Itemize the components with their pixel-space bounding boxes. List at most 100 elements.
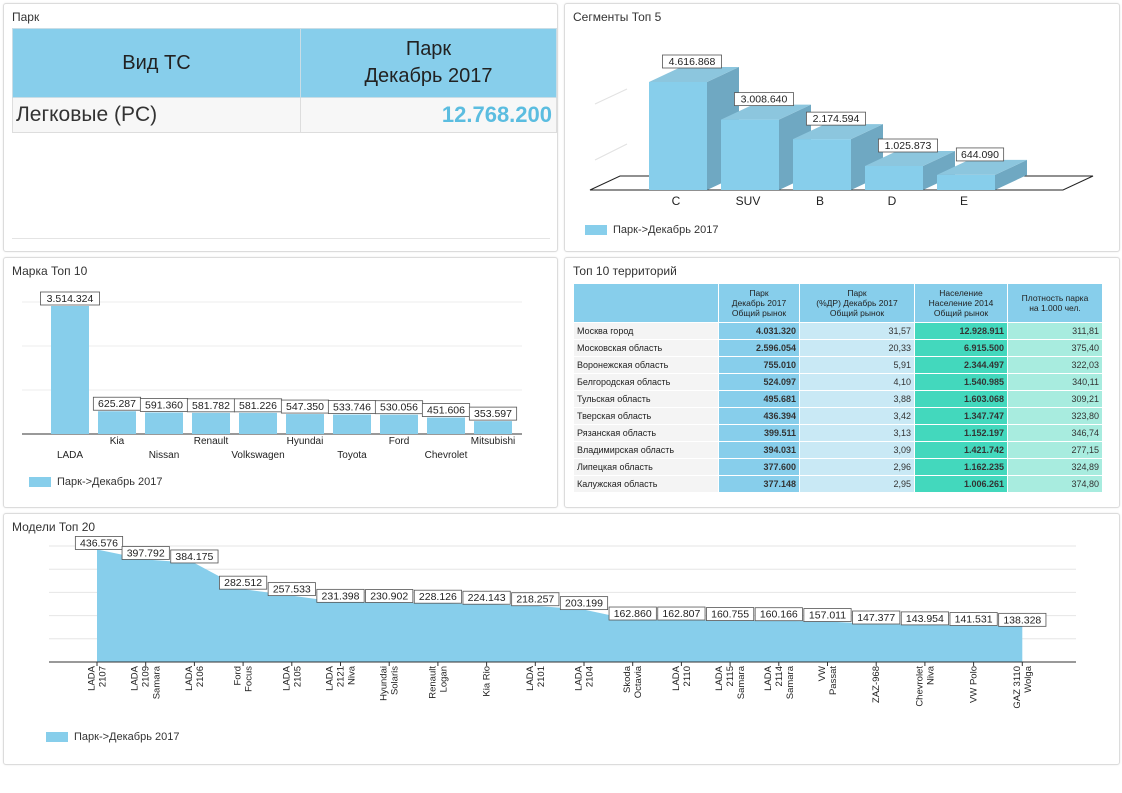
models-point-label-box — [852, 610, 901, 625]
models-point-label-box — [121, 546, 170, 560]
brands-bar-label: 353.597 — [474, 408, 512, 420]
territories-cell-park: 399.511 — [718, 424, 800, 442]
models-tick-label: LADA 2106 — [184, 665, 206, 690]
territories-cell-name: Москва город — [573, 322, 719, 340]
brands-bar — [51, 306, 89, 434]
territories-header-pct-line2: (%ДР) Декабрь 2017 — [816, 298, 898, 308]
brands-legend-swatch — [29, 477, 51, 487]
territories-cell-name: Рязанская область — [573, 424, 719, 442]
brands-bar-label-box — [468, 406, 518, 421]
models-tick-label-line: LADA — [574, 665, 585, 690]
models-panel: Модели Топ 20 436.576 LADA 2107 397.792 LADA… — [3, 513, 1120, 765]
models-tick-label-line: 2114 — [774, 666, 785, 686]
territories-cell-density: 340,11 — [1007, 373, 1103, 391]
territories-cell-pct: 3,42 — [799, 407, 915, 425]
models-point-label-box — [511, 592, 560, 607]
models-tick-label: LADA 2121 Niva — [325, 665, 358, 691]
segments-bar-top — [793, 124, 883, 140]
territories-table: Парк Декабрь 2017 Общий рынок Парк (%ДР)… — [573, 283, 1103, 493]
models-point-label-box — [316, 588, 365, 603]
territories-header-density: Плотность парка на 1.000 чел. — [1007, 283, 1103, 323]
models-point-label-box — [74, 536, 124, 550]
territories-cell-name: Тверская область — [573, 407, 719, 425]
park-col-park: Парк Декабрь 2017 — [300, 28, 557, 98]
models-legend: Парк->Декабрь 2017 — [46, 731, 179, 743]
brands-chart: 3.514.324 LADA 625.287 Kia 591.360 Nissan 581.… — [22, 291, 522, 461]
segments-bar-label: 644.090 — [961, 149, 999, 161]
models-point-label: 141.531 — [955, 614, 993, 626]
models-tick-label-line: GAZ 3110 — [1012, 666, 1023, 709]
brands-bar — [333, 414, 371, 434]
models-tick-label: LADA 2104 — [574, 665, 596, 690]
territories-cell-park: 436.394 — [718, 407, 800, 425]
models-tick-label-line: 2110 — [682, 666, 693, 686]
models-tick-label: Chevrolet Niva — [914, 665, 936, 706]
models-point-label: 157.011 — [809, 610, 846, 622]
models-tick-label: GAZ 3110 Wolga — [1012, 665, 1034, 708]
territories-row: Белгородская область 524.097 4,10 1.540.985… — [573, 373, 1103, 391]
models-tick-label: LADA 2110 — [671, 665, 693, 690]
models-tick-label: Skoda Octavia — [622, 665, 644, 698]
territories-cell-pop: 1.603.068 — [914, 390, 1008, 408]
segments-bar-side — [923, 151, 955, 190]
models-tick-label: LADA 2114 Samara — [763, 665, 796, 699]
models-point-label: 384.175 — [175, 551, 213, 563]
territories-cell-pct: 5,91 — [799, 356, 915, 374]
territories-cell-pct: 2,96 — [799, 458, 915, 476]
models-point-label: 203.199 — [565, 598, 603, 610]
models-tick-label: VW Passat — [817, 666, 839, 695]
brands-bar — [98, 411, 136, 434]
models-point-label: 282.512 — [224, 577, 262, 589]
territories-header-pct: Парк (%ДР) Декабрь 2017 Общий рынок — [799, 283, 915, 323]
models-point-label-box — [900, 611, 949, 626]
models-tick-label-line: Focus — [244, 666, 255, 692]
park-table: Вид ТС Парк Декабрь 2017 Легковые (PC) 1… — [12, 28, 557, 133]
segments-tick-label: E — [960, 194, 968, 208]
models-point-label-box — [559, 596, 609, 611]
models-tick-label-line: 2115 — [725, 666, 736, 686]
segments-bar-label: 2.174.594 — [813, 113, 860, 125]
models-tick-label-line: 2107 — [98, 666, 109, 687]
park-row-label: Легковые (PC) — [12, 97, 301, 133]
park-col-vehicle-type: Вид ТС — [12, 28, 301, 98]
territories-cell-park: 377.148 — [718, 475, 800, 493]
territories-cell-name: Калужская область — [573, 475, 719, 493]
models-tick-label-line: Wolga — [1023, 665, 1034, 692]
brands-bar-label: 581.782 — [192, 400, 230, 412]
models-tick-label-line: Octavia — [633, 665, 644, 698]
brands-bar — [427, 417, 465, 434]
models-point-label-box — [608, 606, 657, 621]
segments-panel: Сегменты Топ 5 4.616.868 C 3.008.640 SUV 2.1… — [564, 3, 1120, 252]
territories-header-pop-line2: Население 2014 — [928, 298, 994, 308]
segments-bar-label-box — [878, 138, 938, 153]
territories-cell-park: 377.600 — [718, 458, 800, 476]
segments-bar-label-box — [662, 54, 722, 69]
models-point-label: 162.860 — [614, 608, 652, 620]
models-point-label: 230.902 — [370, 590, 408, 602]
territories-row: Тверская область 436.394 3,42 1.347.747 323,… — [573, 407, 1103, 425]
brands-bar-label: 451.606 — [427, 405, 465, 417]
models-tick-label-line: Niva — [925, 665, 936, 685]
segments-tick-label: C — [672, 194, 681, 208]
territories-header-density-line1: Плотность парка — [1021, 293, 1089, 303]
segments-bar-label-box — [806, 111, 866, 126]
territories-header-pop-line1: Население — [939, 288, 983, 298]
brands-tick-label: Chevrolet — [425, 450, 468, 461]
models-tick-label-line: Passat — [828, 666, 839, 695]
territories-cell-density: 323,80 — [1007, 407, 1103, 425]
models-point-label: 147.377 — [857, 612, 895, 624]
territories-cell-pct: 3,88 — [799, 390, 915, 408]
territories-row: Рязанская область 399.511 3,13 1.152.197 346… — [573, 424, 1103, 442]
models-legend-swatch — [46, 732, 68, 742]
models-point-label: 231.398 — [322, 590, 360, 602]
models-point-label: 224.143 — [468, 592, 506, 604]
models-tick-label-line: VW — [817, 666, 828, 681]
models-tick-label-line: 2101 — [536, 666, 547, 687]
segments-bar-label-box — [734, 92, 794, 107]
models-tick-label-line: Chevrolet — [914, 666, 925, 707]
brands-bar-label: 533.746 — [333, 402, 371, 414]
models-legend-label: Парк->Декабрь 2017 — [74, 731, 180, 743]
territories-cell-park: 755.010 — [718, 356, 800, 374]
park-panel-divider — [12, 238, 550, 239]
